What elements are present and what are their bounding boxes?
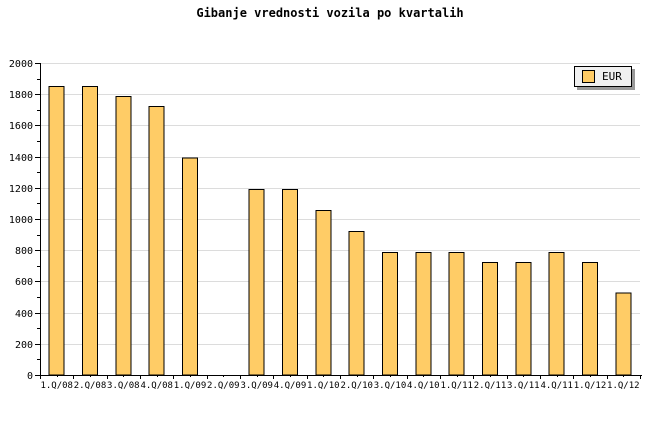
y-tick-label: 1600 bbox=[9, 121, 33, 132]
x-tick-label: 2.Q/08 bbox=[74, 381, 107, 391]
bar bbox=[248, 188, 265, 376]
bar bbox=[615, 292, 632, 376]
bar bbox=[548, 252, 565, 376]
bar bbox=[182, 157, 198, 376]
y-tick-label: 600 bbox=[15, 277, 33, 288]
bar bbox=[415, 252, 432, 376]
x-tick-label: 3.Q/10 bbox=[374, 381, 407, 391]
legend-label: EUR bbox=[602, 70, 622, 83]
y-tick-label: 1400 bbox=[9, 153, 33, 164]
y-tick-label: 200 bbox=[15, 340, 33, 351]
x-tick-label: 2.Q/11 bbox=[474, 381, 507, 391]
bar bbox=[148, 106, 165, 376]
x-tick-label: 4.Q/10 bbox=[407, 381, 440, 391]
bar bbox=[582, 262, 598, 376]
bar bbox=[515, 262, 532, 376]
bar bbox=[348, 231, 365, 376]
bar bbox=[82, 85, 98, 376]
x-tick-label: 1.Q/09 bbox=[174, 381, 207, 391]
legend-swatch-icon bbox=[582, 70, 595, 83]
x-tick-label: 2.Q/10 bbox=[340, 381, 373, 391]
y-tick-label: 1000 bbox=[9, 215, 33, 226]
x-tick-label: 2.Q/09 bbox=[207, 381, 240, 391]
y-tick-label: 400 bbox=[15, 309, 33, 320]
y-tick-label: 1200 bbox=[9, 184, 33, 195]
bar bbox=[282, 188, 298, 376]
x-tick-label: 3.Q/08 bbox=[107, 381, 140, 391]
y-tick-label: 1800 bbox=[9, 90, 33, 101]
bar bbox=[448, 252, 465, 376]
chart-title: Gibanje vrednosti vozila po kvartalih bbox=[196, 6, 464, 20]
x-tick-label: 1.Q/12 bbox=[607, 381, 640, 391]
y-tick-label: 2000 bbox=[9, 59, 33, 70]
x-tick-label: 1.Q/12 bbox=[574, 381, 607, 391]
x-tick-label: 4.Q/08 bbox=[140, 381, 173, 391]
x-tick-label: 1.Q/11 bbox=[440, 381, 473, 391]
bar bbox=[48, 85, 65, 376]
legend: EUR bbox=[574, 66, 632, 87]
bar bbox=[382, 252, 398, 376]
y-tick-label: 0 bbox=[27, 371, 33, 382]
x-tick-label: 4.Q/09 bbox=[274, 381, 307, 391]
x-tick-label: 1.Q/08 bbox=[40, 381, 73, 391]
x-tick-label: 3.Q/09 bbox=[240, 381, 273, 391]
bar bbox=[115, 96, 132, 376]
x-tick-label: 4.Q/11 bbox=[540, 381, 573, 391]
x-tick-label: 3.Q/11 bbox=[507, 381, 540, 391]
bar bbox=[482, 262, 498, 376]
x-tick-label: 1.Q/10 bbox=[307, 381, 340, 391]
bar bbox=[315, 209, 332, 376]
y-tick-label: 800 bbox=[15, 246, 33, 257]
